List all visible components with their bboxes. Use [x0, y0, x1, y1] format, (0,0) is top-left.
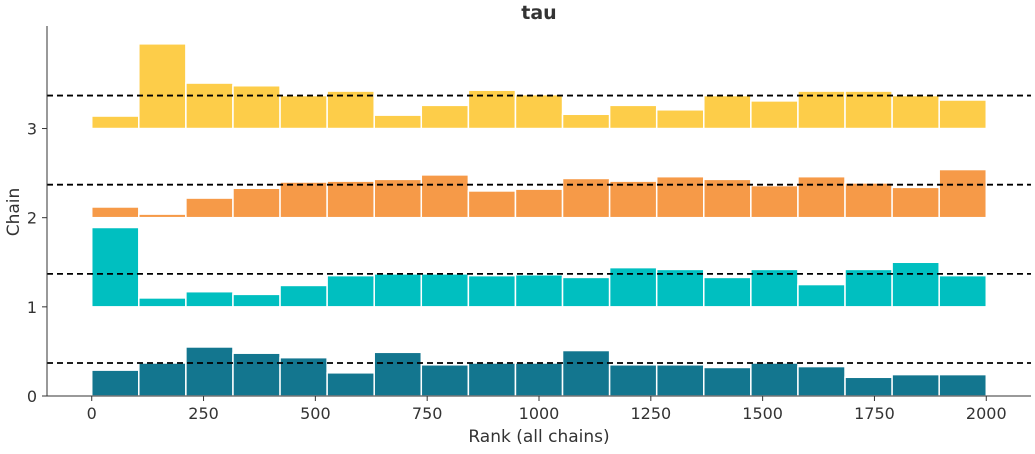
bars-layer [90, 43, 988, 397]
bar-chain-3-bin-16 [844, 90, 893, 130]
x-axis-label: Rank (all chains) [468, 427, 609, 447]
bar-chain-2-bin-11 [608, 180, 658, 219]
bar-chain-3-bin-14 [750, 100, 799, 130]
bar-chain-1-bin-6 [373, 273, 423, 308]
bar-chain-3-bin-4 [279, 94, 328, 130]
bar-chain-0-bin-9 [514, 362, 564, 397]
bar-chain-0-bin-10 [561, 349, 611, 397]
bar-chain-1-bin-3 [232, 293, 281, 308]
bar-chain-1-bin-13 [703, 276, 752, 308]
bar-chain-0-bin-16 [844, 376, 893, 397]
bar-chain-2-bin-9 [514, 188, 564, 219]
bar-chain-2-bin-6 [373, 178, 423, 219]
x-tick-label: 0 [87, 404, 97, 423]
bar-chain-0-bin-17 [891, 373, 940, 397]
bar-chain-0-bin-11 [608, 364, 658, 397]
x-tick-label: 1750 [854, 404, 895, 423]
bar-chain-0-bin-15 [797, 365, 846, 397]
bar-chain-1-bin-10 [561, 276, 611, 308]
bar-chain-0-bin-2 [185, 346, 234, 397]
bar-chain-1-bin-14 [750, 268, 799, 308]
bar-chain-2-bin-3 [232, 187, 281, 219]
x-tick-label: 750 [412, 404, 443, 423]
bar-chain-0-bin-1 [138, 362, 187, 397]
bar-chain-3-bin-13 [703, 94, 752, 130]
bar-chain-0-bin-14 [750, 362, 799, 397]
bar-chain-0-bin-0 [90, 369, 140, 397]
bar-chain-1-bin-15 [797, 283, 846, 308]
bar-chain-2-bin-14 [750, 184, 799, 219]
bar-chain-3-bin-6 [373, 114, 423, 130]
reference-lines [47, 94, 1031, 364]
bar-chain-1-bin-4 [279, 284, 328, 308]
bar-chain-2-bin-17 [891, 186, 940, 219]
bar-chain-1-bin-12 [655, 268, 705, 308]
bar-chain-2-bin-1 [138, 213, 187, 219]
bar-chain-2-bin-18 [938, 168, 988, 219]
bar-chain-2-bin-12 [655, 175, 705, 219]
x-tick-label: 250 [188, 404, 219, 423]
bar-chain-1-bin-17 [891, 261, 940, 308]
y-tick-label: 2 [27, 209, 37, 228]
y-tick-label: 1 [27, 298, 37, 317]
bar-chain-0-bin-18 [938, 373, 988, 397]
y-tick-label: 0 [27, 387, 37, 406]
bar-chain-1-bin-18 [938, 274, 988, 308]
bar-chain-3-bin-8 [467, 89, 517, 130]
bar-chain-3-bin-10 [561, 113, 611, 130]
bar-chain-0-bin-12 [655, 364, 705, 397]
bar-chain-1-bin-16 [844, 268, 893, 308]
bar-chain-1-bin-8 [467, 274, 517, 308]
bar-chain-0-bin-13 [703, 366, 752, 397]
bar-chain-3-bin-5 [326, 90, 375, 130]
bar-chain-2-bin-2 [185, 197, 234, 219]
bar-chain-0-bin-6 [373, 351, 423, 397]
bar-chain-3-bin-3 [232, 84, 281, 130]
bar-chain-3-bin-1 [138, 43, 187, 130]
bar-chain-3-bin-2 [185, 82, 234, 130]
y-tick-label: 3 [27, 120, 37, 139]
bar-chain-0-bin-3 [232, 352, 281, 397]
bar-chain-1-bin-5 [326, 274, 375, 308]
bar-chain-2-bin-8 [467, 190, 517, 219]
bar-chain-0-bin-7 [420, 364, 470, 397]
bar-chain-3-bin-12 [655, 109, 705, 130]
x-tick-label: 2000 [966, 404, 1007, 423]
bar-chain-1-bin-1 [138, 297, 187, 308]
bar-chain-3-bin-11 [608, 104, 658, 130]
bar-chain-1-bin-2 [185, 290, 234, 308]
bar-chain-2-bin-15 [797, 175, 846, 219]
bar-chain-2-bin-0 [90, 206, 140, 219]
bar-chain-0-bin-8 [467, 362, 517, 397]
bar-chain-2-bin-4 [279, 181, 328, 219]
bar-chain-3-bin-17 [891, 94, 940, 130]
bar-chain-2-bin-5 [326, 180, 375, 219]
bar-chain-1-bin-7 [420, 273, 470, 308]
bar-chain-1-bin-0 [90, 226, 140, 308]
bar-chain-0-bin-5 [326, 372, 375, 397]
bar-chain-3-bin-0 [90, 115, 140, 130]
bar-chain-2-bin-16 [844, 182, 893, 219]
x-tick-label: 1250 [630, 404, 671, 423]
axes: 0 250 500 750 1000 1250 1500 1750 2000 0 1 2 3 [27, 26, 1031, 423]
y-axis-label: Chain [4, 188, 24, 237]
x-tick-label: 1000 [519, 404, 560, 423]
bar-chain-3-bin-7 [420, 104, 470, 130]
bar-chain-2-bin-7 [420, 174, 470, 219]
chart-title: tau [521, 2, 556, 24]
bar-chain-3-bin-9 [514, 93, 564, 130]
bar-chain-0-bin-4 [279, 356, 328, 397]
bar-chain-2-bin-13 [703, 178, 752, 219]
bar-chain-3-bin-15 [797, 90, 846, 130]
bar-chain-1-bin-9 [514, 273, 564, 308]
x-tick-label: 500 [300, 404, 331, 423]
bar-chain-3-bin-18 [938, 99, 988, 130]
x-tick-label: 1500 [742, 404, 783, 423]
